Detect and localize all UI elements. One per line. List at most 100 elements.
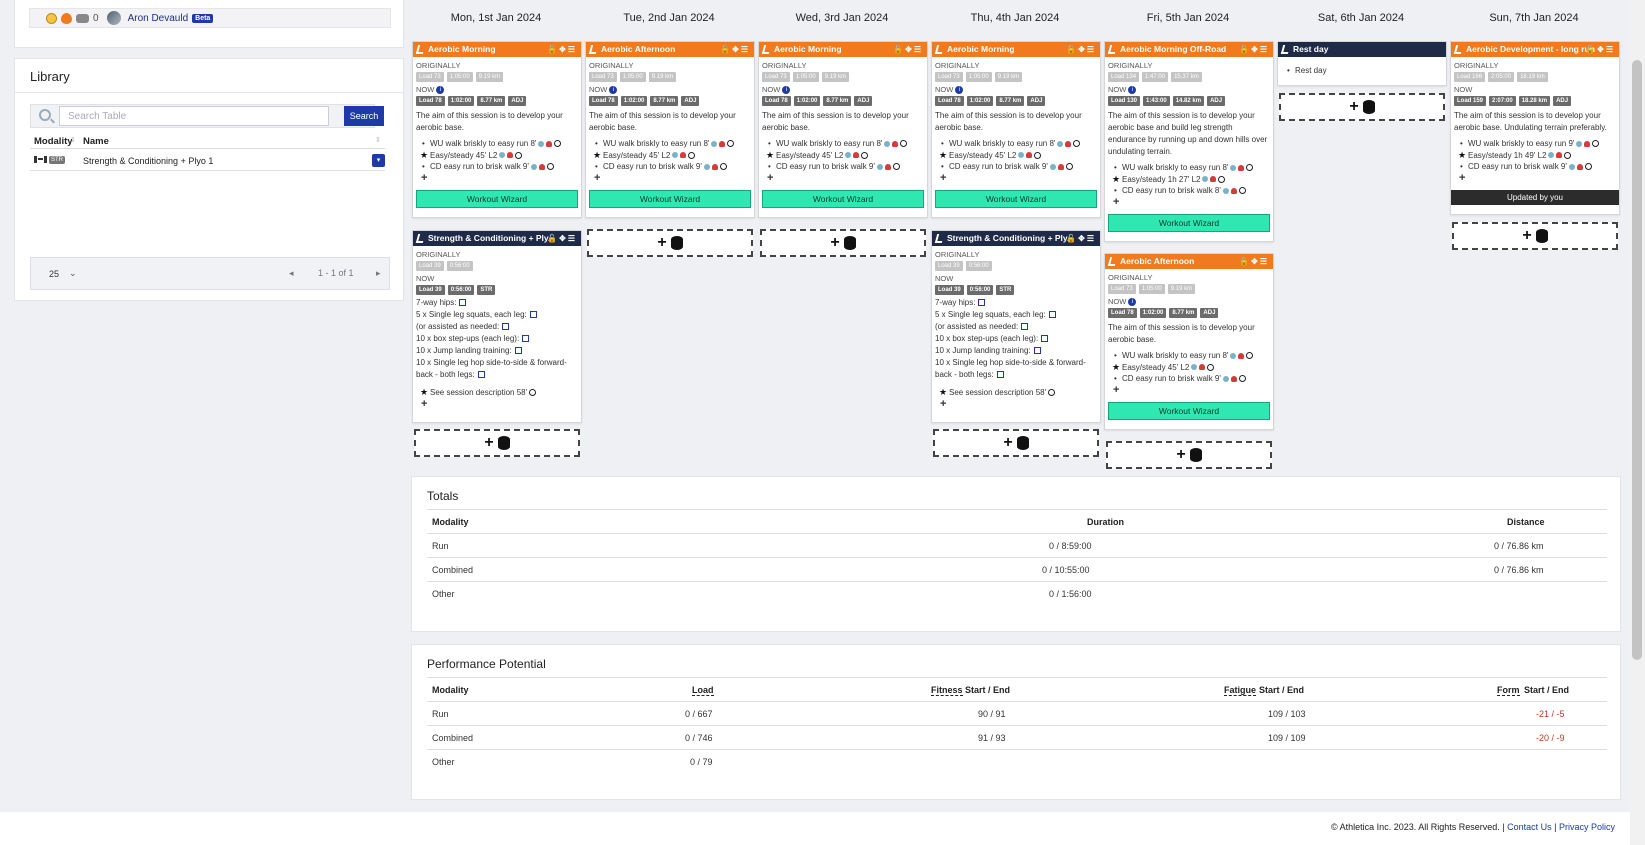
step-item[interactable]: WU walk briskly to easy run 8': [422, 138, 578, 150]
exercise-line[interactable]: 7-way hips:: [416, 297, 578, 309]
row-dropdown-button[interactable]: ▾: [372, 154, 385, 167]
adjust-chip[interactable]: ADJ: [854, 96, 873, 106]
workout-card[interactable]: Strength & Conditioning + Ply... 🔓✥☰ ORIG…: [931, 230, 1101, 423]
workout-card[interactable]: Aerobic Morning Off-Road 🔓✥☰ ORIGINALLY L…: [1104, 41, 1274, 242]
column-fatigue[interactable]: Fatigue: [1224, 685, 1257, 696]
exercise-line[interactable]: 10 x Jump landing training:: [416, 345, 578, 357]
avatar[interactable]: [106, 11, 121, 25]
workout-card[interactable]: Aerobic Afternoon 🔓✥☰ ORIGINALLY Load 73 1…: [1104, 253, 1274, 430]
add-step-button[interactable]: [594, 173, 751, 185]
step-item[interactable]: WU walk briskly to easy run 8': [768, 138, 924, 150]
step-item[interactable]: WU walk briskly to easy run 9': [1460, 138, 1616, 150]
workout-card[interactable]: Aerobic Morning 🔓✥☰ ORIGINALLY Load 73 1:0…: [931, 41, 1101, 218]
info-icon[interactable]: i: [782, 86, 791, 95]
step-item[interactable]: CD easy run to brisk walk 9': [1460, 161, 1616, 173]
add-step-button[interactable]: [421, 399, 578, 411]
card-controls[interactable]: 🔓✥☰: [720, 45, 750, 54]
add-step-button[interactable]: [1113, 197, 1270, 209]
card-controls[interactable]: 🔓✥☰: [1066, 45, 1096, 54]
prev-page-icon[interactable]: ◂: [289, 268, 294, 278]
scrollbar[interactable]: [1630, 0, 1645, 845]
column-modality[interactable]: Modality: [34, 136, 73, 147]
add-step-button[interactable]: [767, 173, 924, 185]
add-step-button[interactable]: [1459, 173, 1616, 185]
exercise-line[interactable]: back - both legs:: [935, 369, 1097, 381]
adjust-chip[interactable]: ADJ: [508, 96, 527, 106]
adjust-chip[interactable]: ADJ: [1027, 96, 1046, 106]
step-item[interactable]: Easy/steady 45' L2: [939, 150, 1097, 162]
step-item[interactable]: WU walk briskly to easy run 8': [595, 138, 751, 150]
step-item[interactable]: Easy/steady 45' L2: [766, 150, 924, 162]
privacy-link[interactable]: Privacy Policy: [1558, 822, 1615, 832]
card-controls[interactable]: 🔓✥☰: [1066, 234, 1096, 243]
chat-icon[interactable]: [76, 13, 89, 23]
info-icon[interactable]: i: [609, 86, 618, 95]
workout-card[interactable]: Aerobic Morning 🔓✥☰ ORIGINALLY Load 73 1:0…: [412, 41, 582, 218]
adjust-chip[interactable]: ADJ: [681, 96, 700, 106]
card-controls[interactable]: 🔓✥☰: [893, 45, 923, 54]
exercise-line[interactable]: 10 x Jump landing training:: [935, 345, 1097, 357]
info-icon[interactable]: i: [436, 86, 445, 95]
card-controls[interactable]: 🔓✥☰: [1585, 45, 1615, 54]
add-workout-button[interactable]: +: [587, 229, 753, 257]
add-step-button[interactable]: [1113, 385, 1270, 397]
next-page-icon[interactable]: ▸: [376, 268, 381, 278]
workout-card[interactable]: Aerobic Development - long run 🔓✥☰ ORIGIN…: [1450, 41, 1620, 215]
workout-wizard-button[interactable]: Workout Wizard: [416, 190, 578, 208]
step-item[interactable]: WU walk briskly to easy run 8': [1114, 350, 1270, 362]
workout-card[interactable]: Aerobic Afternoon 🔓✥☰ ORIGINALLY Load 73 1…: [585, 41, 755, 218]
workout-card[interactable]: Aerobic Morning 🔓✥☰ ORIGINALLY Load 73 1:0…: [758, 41, 928, 218]
add-step-button[interactable]: [940, 173, 1097, 185]
add-step-button[interactable]: [421, 173, 578, 185]
add-workout-button[interactable]: +: [1106, 441, 1272, 469]
card-controls[interactable]: 🔓✥☰: [1239, 257, 1269, 266]
step-item[interactable]: Easy/steady 1h 27' L2: [1112, 174, 1270, 186]
workout-wizard-button[interactable]: Workout Wizard: [1108, 402, 1270, 420]
sort-icon[interactable]: ⇕: [375, 137, 381, 144]
step-item[interactable]: See session description 58': [420, 387, 578, 399]
step-item[interactable]: CD easy run to brisk walk 9': [941, 161, 1097, 173]
add-workout-button[interactable]: +: [414, 429, 580, 457]
step-item[interactable]: Easy/steady 45' L2: [1112, 362, 1270, 374]
step-item[interactable]: CD easy run to brisk walk 9': [595, 161, 751, 173]
add-workout-button[interactable]: +: [1279, 93, 1445, 121]
step-item[interactable]: CD easy run to brisk walk 9': [422, 161, 578, 173]
fire-icon[interactable]: [61, 12, 72, 24]
smile-icon[interactable]: [46, 12, 57, 24]
workout-wizard-button[interactable]: Workout Wizard: [762, 190, 924, 208]
exercise-line[interactable]: (or assisted as needed:: [416, 321, 578, 333]
add-step-button[interactable]: [940, 399, 1097, 411]
exercise-line[interactable]: 10 x box step-ups (each leg):: [935, 333, 1097, 345]
sort-icon[interactable]: ⇕: [70, 137, 76, 144]
add-workout-button[interactable]: +: [933, 429, 1099, 457]
card-controls[interactable]: 🔓✥☰: [1239, 45, 1269, 54]
column-load[interactable]: Load: [692, 685, 714, 696]
workout-card[interactable]: Strength & Conditioning + Ply... 🔓✥☰ ORIG…: [412, 230, 582, 423]
search-input[interactable]: [59, 106, 329, 126]
page-size-select[interactable]: 25: [49, 269, 60, 279]
step-item[interactable]: See session description 58': [939, 387, 1097, 399]
scrollbar-thumb[interactable]: [1632, 60, 1642, 660]
step-item[interactable]: CD easy run to brisk walk 9': [1114, 373, 1270, 385]
step-item[interactable]: CD easy run to brisk walk 8': [1114, 185, 1270, 197]
adjust-chip[interactable]: ADJ: [1553, 96, 1572, 106]
exercise-line[interactable]: 5 x Single leg squats, each leg:: [935, 309, 1097, 321]
table-row[interactable]: STR Strength & Conditioning + Plyo 1 ▾: [30, 151, 385, 171]
search-button[interactable]: Search: [344, 106, 384, 126]
adjust-chip[interactable]: ADJ: [1207, 96, 1226, 106]
contact-link[interactable]: Contact Us: [1507, 822, 1552, 832]
step-item[interactable]: WU walk briskly to easy run 8': [1114, 162, 1270, 174]
step-item[interactable]: WU walk briskly to easy run 8': [941, 138, 1097, 150]
add-workout-button[interactable]: +: [1452, 222, 1618, 250]
card-controls[interactable]: 🔓✥☰: [547, 234, 577, 243]
workout-wizard-button[interactable]: Workout Wizard: [935, 190, 1097, 208]
step-item[interactable]: Easy/steady 45' L2: [420, 150, 578, 162]
info-icon[interactable]: i: [1128, 86, 1137, 95]
step-item[interactable]: Easy/steady 45' L2: [593, 150, 751, 162]
exercise-line[interactable]: (or assisted as needed:: [935, 321, 1097, 333]
column-form[interactable]: Form: [1497, 685, 1520, 696]
exercise-line[interactable]: 10 x box step-ups (each leg):: [416, 333, 578, 345]
exercise-line[interactable]: 5 x Single leg squats, each leg:: [416, 309, 578, 321]
workout-wizard-button[interactable]: Workout Wizard: [589, 190, 751, 208]
column-fitness[interactable]: Fitness: [931, 685, 963, 696]
